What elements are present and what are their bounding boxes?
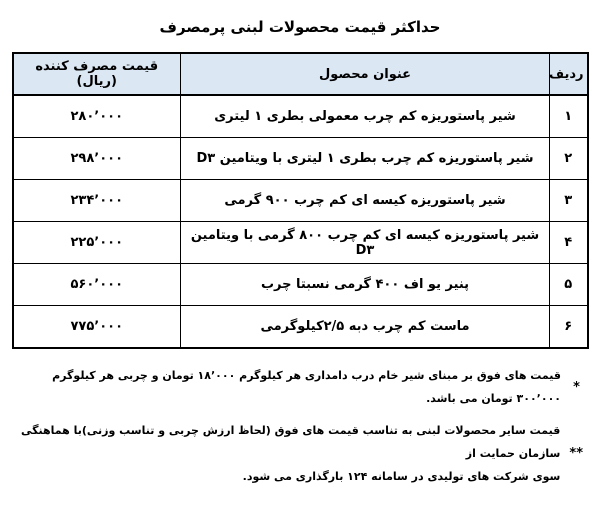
header-row: ردیف عنوان محصول قیمت مصرف کننده (ریال) [12, 52, 588, 96]
table-row: ۱ شیر پاستوریزه کم چرب معمولی بطری ۱ لیت… [12, 94, 588, 138]
product-price: ۲۳۴٬۰۰۰ [12, 179, 181, 222]
product-price: ۷۷۵٬۰۰۰ [12, 305, 181, 349]
product-name: شیر پاستوریزه کم چرب معمولی بطری ۱ لیتری [180, 94, 550, 138]
footnote-raw-milk-basis: * قیمت های فوق بر مبنای شیر خام درب دامد… [17, 364, 583, 410]
product-name: شیر پاستوریزه کم چرب بطری ۱ لیتری با ویت… [180, 137, 550, 180]
product-price: ۵۶۰٬۰۰۰ [12, 263, 181, 306]
header-product-title: عنوان محصول [180, 52, 550, 96]
table-header: ردیف عنوان محصول قیمت مصرف کننده (ریال) [12, 52, 588, 96]
product-name: ماست کم چرب دبه ۲/۵کیلوگرمی [180, 305, 550, 349]
row-number: ۴ [549, 221, 588, 264]
table-row: ۵ پنیر یو اف ۴۰۰ گرمی نسبتا چرب ۵۶۰٬۰۰۰ [12, 263, 588, 306]
product-price: ۲۸۰٬۰۰۰ [12, 94, 181, 138]
header-row-number: ردیف [549, 52, 588, 96]
footnote-other-products: ** قیمت سایر محصولات لبنی به تناسب قیمت … [17, 419, 583, 488]
product-price: ۲۲۵٬۰۰۰ [12, 221, 181, 264]
product-name: پنیر یو اف ۴۰۰ گرمی نسبتا چرب [180, 263, 550, 306]
row-number: ۵ [549, 263, 588, 306]
row-number: ۳ [549, 179, 588, 222]
table-row: ۳ شیر پاستوریزه کیسه ای کم چرب ۹۰۰ گرمی … [12, 179, 588, 222]
row-number: ۲ [549, 137, 588, 180]
table-row: ۲ شیر پاستوریزه کم چرب بطری ۱ لیتری با و… [12, 137, 588, 180]
row-number: ۶ [549, 305, 588, 349]
footnote-text: قیمت های فوق بر مبنای شیر خام درب دامدار… [52, 369, 561, 405]
footnote-text: قیمت سایر محصولات لبنی به تناسب قیمت های… [21, 424, 561, 483]
header-consumer-price: قیمت مصرف کننده (ریال) [12, 52, 181, 96]
page-title: حداکثر قیمت محصولات لبنی پرمصرف [159, 18, 441, 36]
product-price: ۲۹۸٬۰۰۰ [12, 137, 181, 180]
product-name: شیر پاستوریزه کیسه ای کم چرب ۸۰۰ گرمی با… [180, 221, 550, 264]
footnote-marker-single-asterisk: * [573, 379, 580, 395]
table-row: ۴ شیر پاستوریزه کیسه ای کم چرب ۸۰۰ گرمی … [12, 221, 588, 264]
product-name: شیر پاستوریزه کیسه ای کم چرب ۹۰۰ گرمی [180, 179, 550, 222]
price-table: ردیف عنوان محصول قیمت مصرف کننده (ریال) … [11, 52, 589, 349]
footnotes-section: * قیمت های فوق بر مبنای شیر خام درب دامد… [17, 364, 583, 488]
table-row: ۶ ماست کم چرب دبه ۲/۵کیلوگرمی ۷۷۵٬۰۰۰ [12, 305, 588, 349]
row-number: ۱ [549, 94, 588, 138]
footnote-marker-double-asterisk: ** [569, 446, 583, 461]
